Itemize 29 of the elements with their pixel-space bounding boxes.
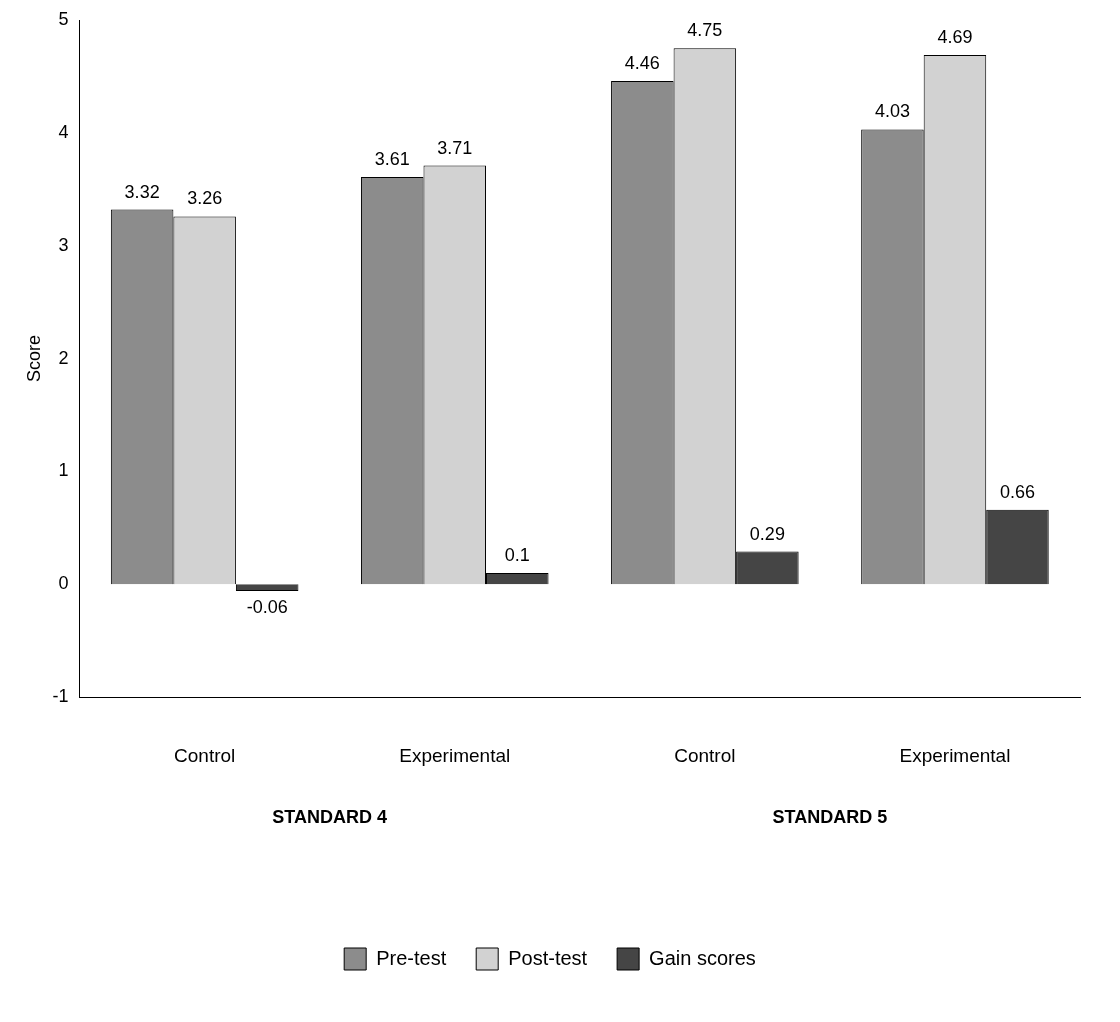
text: STANDARD 5: [772, 807, 888, 829]
data-label: 4.75: [687, 20, 723, 41]
y-tick-label: 0: [58, 573, 69, 594]
data-label: -0.06: [246, 597, 288, 618]
data-label: 4.69: [937, 26, 973, 47]
x-tick-label: Control: [674, 744, 736, 766]
y-tick-label: -1: [52, 686, 69, 707]
y-tick-label: 4: [58, 121, 69, 142]
y-axis-title: Score: [23, 335, 44, 383]
data-label: 4.46: [624, 52, 660, 73]
data-label: 0.29: [749, 523, 785, 544]
data-label: 3.32: [124, 181, 160, 202]
y-tick-label: 3: [58, 234, 69, 255]
legend-label: Pre-test: [376, 946, 447, 969]
data-label: 3.26: [187, 188, 223, 209]
data-label: 0.66: [999, 481, 1035, 502]
x-tick-label: Experimental: [899, 744, 1011, 766]
data-label: 3.61: [374, 148, 410, 169]
y-tick-label: 1: [58, 460, 69, 481]
text: STANDARD 4: [272, 807, 388, 829]
y-tick-label: 5: [58, 8, 69, 29]
data-label: 0.1: [504, 545, 530, 566]
data-label: 4.03: [874, 101, 910, 122]
legend-label: Gain scores: [649, 946, 756, 969]
legend-label: Post-test: [508, 946, 588, 969]
x-tick-label: Control: [174, 744, 236, 766]
data-label: 3.71: [437, 137, 473, 158]
x-tick-label: Experimental: [399, 744, 511, 766]
y-tick-label: 2: [58, 347, 69, 368]
